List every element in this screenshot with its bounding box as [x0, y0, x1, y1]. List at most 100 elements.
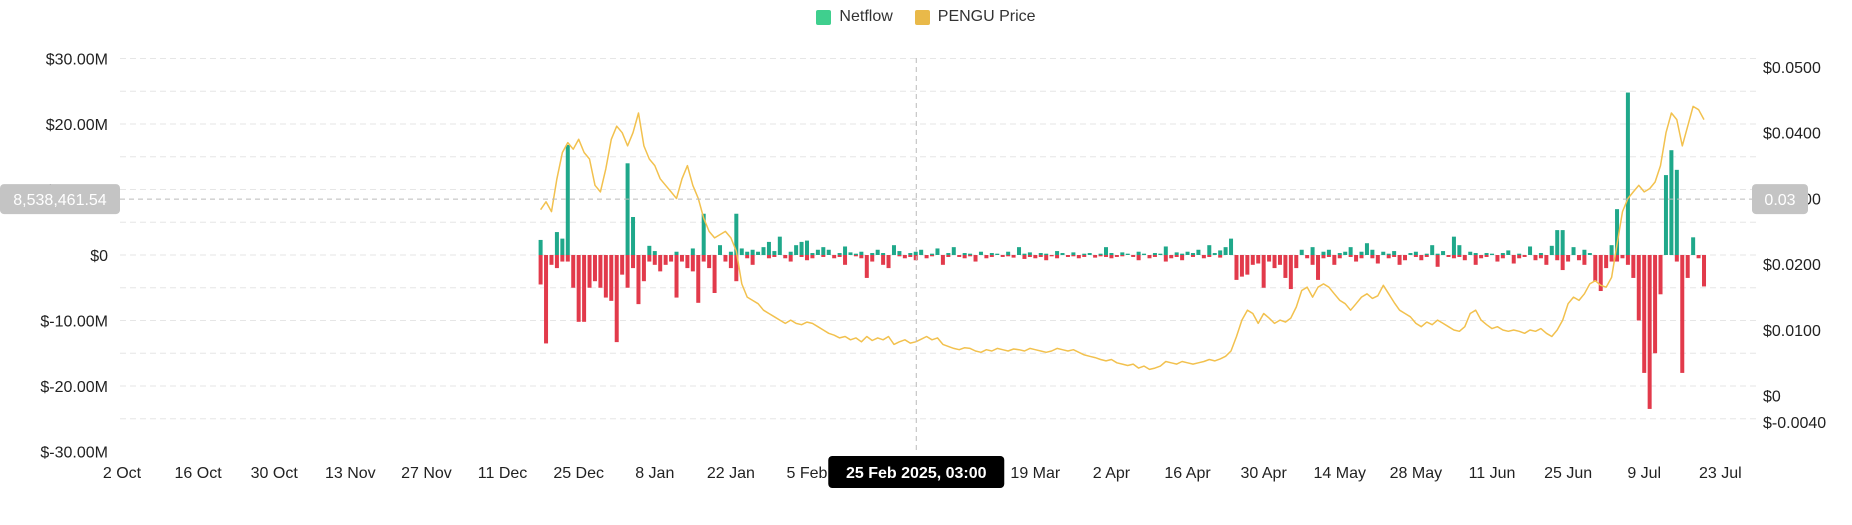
netflow-bar-inflow	[647, 245, 652, 255]
netflow-bar-inflow	[1517, 253, 1522, 255]
netflow-bar-inflow	[1468, 251, 1473, 255]
netflow-bar-outflow	[1000, 255, 1005, 257]
netflow-bar-inflow	[750, 249, 755, 255]
netflow-bar-outflow	[1658, 255, 1663, 295]
crosshair-left-value: 8,538,461.54	[13, 192, 107, 209]
netflow-bar-outflow	[1674, 255, 1679, 262]
netflow-bar-outflow	[1294, 255, 1299, 269]
netflow-bar-inflow	[1207, 245, 1212, 255]
y-left-tick-label: $-20.00M	[40, 379, 108, 396]
netflow-bar-outflow	[707, 255, 712, 269]
legend-item-pengu-price[interactable]: PENGU Price	[914, 8, 1036, 26]
netflow-bar-outflow	[1451, 255, 1456, 259]
netflow-bar-outflow	[1071, 255, 1076, 257]
netflow-bar-outflow	[565, 255, 570, 262]
netflow-bar-inflow	[1625, 92, 1630, 255]
netflow-bar-inflow	[930, 253, 935, 255]
netflow-bar-outflow	[1538, 255, 1543, 259]
netflow-bar-outflow	[549, 255, 554, 265]
netflow-bar-outflow	[679, 255, 684, 262]
netflow-bar-outflow	[962, 255, 967, 259]
netflow-bar-inflow	[1163, 246, 1168, 255]
crosshair-right-value: 0.03	[1764, 192, 1795, 209]
netflow-bar-outflow	[1566, 255, 1571, 262]
netflow-bar-outflow	[1636, 255, 1641, 321]
netflow-bar-inflow	[1071, 252, 1076, 255]
netflow-bar-inflow	[1326, 249, 1331, 255]
netflow-bar-outflow	[1457, 255, 1462, 257]
netflow-bar-inflow	[891, 245, 896, 255]
netflow-bar-outflow	[788, 255, 793, 262]
netflow-bar-inflow	[761, 247, 766, 255]
netflow-bar-inflow	[1381, 251, 1386, 255]
netflow-bar-inflow	[1370, 249, 1375, 255]
netflow-bar-inflow	[538, 239, 543, 255]
netflow-bar-inflow	[913, 251, 918, 255]
netflow-bar-inflow	[1489, 253, 1494, 255]
netflow-bar-outflow	[1027, 255, 1032, 257]
netflow-bar-outflow	[1403, 255, 1408, 261]
netflow-bar-inflow	[739, 248, 744, 255]
x-tick-label: 28 May	[1390, 465, 1442, 482]
netflow-bar-inflow	[881, 253, 886, 255]
netflow-bar-outflow	[1321, 255, 1326, 259]
netflow-bar-outflow	[636, 255, 641, 305]
netflow-bar-inflow	[1098, 253, 1103, 255]
netflow-bar-outflow	[1261, 255, 1266, 288]
netflow-bar-outflow	[1522, 255, 1527, 257]
netflow-bar-inflow	[1142, 253, 1147, 255]
netflow-bar-outflow	[690, 255, 695, 272]
netflow-bar-inflow	[1392, 251, 1397, 255]
netflow-bar-outflow	[1484, 255, 1489, 257]
netflow-bar-inflow	[1299, 249, 1304, 255]
x-tick-label: 27 Nov	[401, 465, 452, 482]
netflow-bar-outflow	[1277, 255, 1282, 265]
legend-item-netflow[interactable]: Netflow	[816, 8, 893, 26]
netflow-bar-inflow	[1027, 252, 1032, 255]
netflow-bar-inflow	[1549, 245, 1554, 255]
netflow-bar-inflow	[1582, 249, 1587, 255]
netflow-bar-outflow	[1446, 255, 1451, 257]
netflow-bar-inflow	[804, 240, 809, 255]
netflow-bar-inflow	[875, 249, 880, 255]
netflow-bar-outflow	[1348, 255, 1353, 257]
price-line	[539, 105, 1705, 371]
netflow-bar-outflow	[1392, 255, 1397, 257]
netflow-bar-outflow	[1305, 255, 1310, 259]
netflow-bar-outflow	[930, 255, 935, 257]
netflow-bar-inflow	[908, 253, 913, 255]
netflow-bar-outflow	[1424, 255, 1429, 257]
y-left-tick-label: $-30.00M	[40, 445, 108, 462]
netflow-bar-outflow	[1082, 255, 1087, 257]
netflow-bar-outflow	[560, 255, 565, 262]
netflow-bar-inflow	[1473, 253, 1478, 255]
netflow-bar-outflow	[1049, 255, 1054, 257]
netflow-bar-outflow	[1022, 255, 1027, 259]
netflow-bar-outflow	[1598, 255, 1603, 292]
netflow-bar-outflow	[658, 255, 663, 272]
netflow-bar-inflow	[1587, 253, 1592, 255]
netflow-bar-outflow	[631, 255, 636, 269]
netflow-bar-outflow	[1419, 255, 1424, 261]
netflow-bar-outflow	[832, 255, 837, 259]
netflow-bar-outflow	[1288, 255, 1293, 290]
y-right-tick-label: $0.0400	[1763, 126, 1821, 143]
netflow-bar-outflow	[1462, 255, 1467, 261]
netflow-bar-inflow	[1218, 250, 1223, 255]
netflow-bar-outflow	[940, 255, 945, 265]
netflow-bar-outflow	[1332, 255, 1337, 265]
netflow-bar-inflow	[1663, 175, 1668, 255]
netflow-bar-inflow	[652, 251, 657, 255]
netflow-bar-inflow	[1528, 246, 1533, 255]
netflow-bar-outflow	[598, 255, 603, 288]
netflow-bar-outflow	[1702, 255, 1707, 287]
netflow-bar-inflow	[728, 251, 733, 255]
netflow-bar-inflow	[1430, 245, 1435, 255]
y-right-tick-label: $0.0100	[1763, 323, 1821, 340]
netflow-bar-outflow	[1076, 255, 1081, 259]
netflow-bar-outflow	[924, 255, 929, 259]
netflow-bar-outflow	[1359, 255, 1364, 259]
netflow-bar-outflow	[603, 255, 608, 298]
